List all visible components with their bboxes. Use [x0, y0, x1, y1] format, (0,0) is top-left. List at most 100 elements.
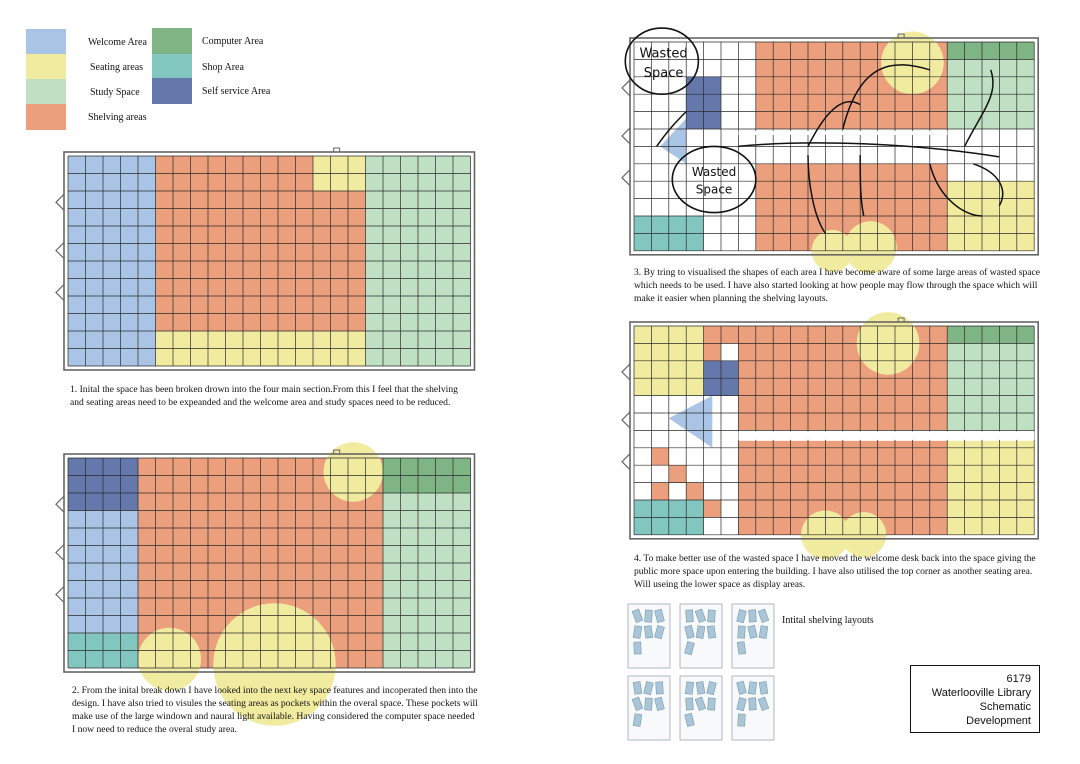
grid-lines: [633, 325, 1035, 536]
caption-step-2: 2. From the inital break down I have loo…: [72, 685, 478, 735]
floor-plan-1-svg: [55, 147, 476, 371]
flow-arrow: [738, 142, 1000, 158]
display-cell: [703, 343, 721, 361]
shelf-unit: [684, 712, 695, 727]
shelf-unit: [706, 625, 717, 639]
outer-wall: [629, 37, 1040, 256]
grid-lines: [67, 457, 471, 669]
shelf-unit: [643, 681, 654, 696]
legend-computer: Computer Area: [152, 28, 263, 54]
shelf-unit: [694, 608, 707, 623]
caption-step-1: 1. Inital the space has been broken drow…: [70, 384, 458, 408]
shelf-unit: [707, 697, 716, 711]
shelf-unit: [632, 625, 643, 639]
shelf-unit: [694, 696, 707, 711]
shelving-layout-thumbnails: [626, 602, 776, 744]
floor-plan-4-svg: [621, 312, 1040, 560]
window-bay: [55, 544, 65, 561]
shelf-unit: [644, 609, 653, 623]
shelf-unit: [654, 696, 665, 711]
outer-wall: [629, 321, 1040, 540]
shelf-unit: [644, 697, 653, 711]
wall-notch: [333, 147, 341, 153]
corridor-band: [738, 131, 948, 135]
shelf-unit: [631, 696, 644, 711]
grid-lines: [633, 41, 1035, 252]
legend-study: Study Space: [26, 79, 140, 105]
flow-arrow: [656, 111, 687, 147]
shelf-unit: [757, 696, 770, 711]
legend-swatch-shelving: [26, 104, 66, 130]
display-cell: [703, 500, 721, 518]
shelf-unit: [684, 681, 695, 695]
window-bay: [621, 79, 631, 97]
display-cell: [651, 482, 669, 500]
shelf-unit: [736, 697, 747, 712]
floor-plan-3-svg: Wasted Space Wasted Space: [621, 27, 1040, 274]
shelf-unit: [748, 609, 757, 623]
legend-swatch-self-service: [152, 78, 192, 104]
shelf-unit: [757, 608, 770, 623]
shelf-unit: [758, 681, 769, 695]
shelf-unit: [654, 608, 665, 623]
computer-zone: [947, 326, 1035, 344]
shelf-unit: [631, 608, 644, 623]
seating-pocket: [844, 221, 897, 274]
shelf-unit: [685, 609, 694, 623]
display-cell: [651, 447, 669, 466]
title-block: 6179 Waterlooville Library Schematic Dev…: [910, 665, 1040, 733]
shelf-unit: [654, 625, 665, 640]
flow-arrow: [973, 163, 1004, 206]
shelf-unit: [695, 625, 706, 639]
legend-swatch-computer: [152, 28, 192, 54]
welcome-desk: [660, 118, 687, 164]
floor-plan-2-svg: [55, 442, 476, 726]
window-bay: [55, 284, 65, 301]
shelf-unit: [736, 680, 747, 695]
floor-plan-step-4: [620, 312, 1045, 560]
flow-arrow: [859, 155, 865, 217]
legend-label-shop: Shop Area: [202, 61, 244, 73]
shelf-unit: [632, 681, 643, 695]
corridor-band: [738, 431, 1035, 440]
shelf-unit: [736, 641, 747, 655]
window-bay: [55, 242, 65, 259]
seating-pocket: [323, 442, 383, 502]
legend-label-self-service: Self service Area: [202, 85, 271, 97]
window-bay: [621, 127, 631, 145]
shelf-unit: [643, 625, 654, 639]
display-cell: [668, 465, 687, 483]
project-name: Waterlooville Library: [931, 687, 1031, 699]
legend-label-welcome: Welcome Area: [88, 36, 147, 48]
shelf-unit: [737, 625, 746, 639]
shelf-unit: [707, 609, 716, 623]
shelving-layouts-label: Intital shelving layouts: [782, 615, 874, 626]
grid-lines: [67, 155, 471, 367]
wasted-space-label: Space: [696, 182, 733, 196]
welcome-desk: [668, 395, 713, 448]
floor-plan-step-2: [50, 442, 480, 726]
caption-step-4: 4. To make better use of the wasted spac…: [634, 553, 1036, 590]
flow-arrow: [929, 163, 983, 217]
flow-arrow: [842, 64, 931, 130]
computer-zone: [947, 42, 1035, 60]
shelf-unit: [632, 713, 643, 727]
wasted-space-label: Wasted: [692, 165, 736, 179]
project-stage: Schematic Development: [966, 701, 1031, 727]
shelf-unit: [736, 609, 747, 624]
window-bay: [55, 586, 65, 603]
legend-label-shelving: Shelving areas: [88, 111, 147, 123]
shelf-unit: [706, 681, 717, 696]
shelf-unit: [633, 641, 642, 655]
floor-plan-step-1: [50, 147, 480, 373]
window-bay: [55, 193, 65, 211]
window-bay: [55, 495, 65, 513]
window-bay: [621, 169, 631, 187]
wall-notch: [333, 449, 341, 455]
legend-swatch-study: [26, 79, 66, 105]
shelf-unit: [758, 625, 769, 639]
flow-arrow: [963, 69, 994, 147]
legend-swatch-shop: [152, 54, 192, 80]
legend-swatch-welcome: [26, 29, 66, 55]
legend-label-computer: Computer Area: [202, 35, 264, 47]
